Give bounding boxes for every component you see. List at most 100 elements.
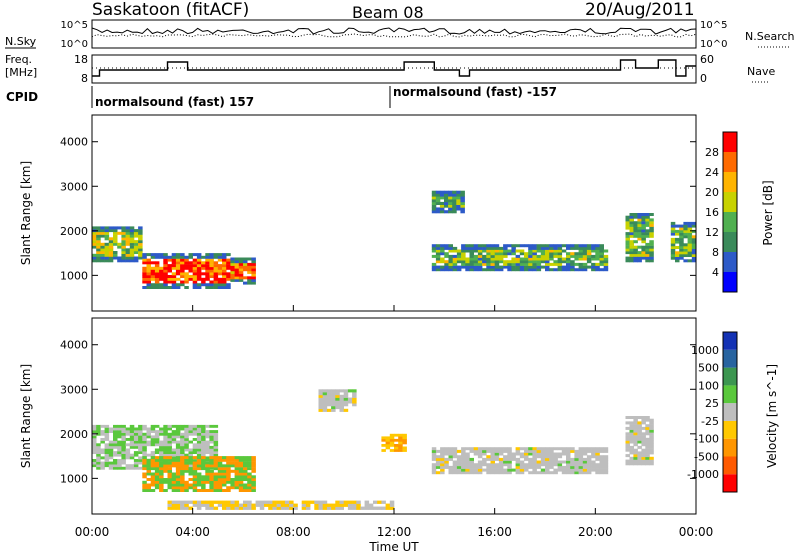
heatmap-cell: [205, 480, 210, 484]
heatmap-cell: [133, 256, 139, 260]
heatmap-cell: [159, 461, 164, 465]
heatmap-cell: [482, 257, 487, 261]
heatmap-cell: [377, 506, 382, 510]
heatmap-cell: [595, 455, 600, 459]
y-tick-label: 1000: [60, 472, 88, 485]
heatmap-cell: [578, 254, 584, 258]
heatmap-cell: [599, 249, 604, 253]
heatmap-cell: [486, 455, 491, 459]
heatmap-cell: [180, 266, 185, 270]
heatmap-cell: [431, 204, 437, 208]
heatmap-cell: [460, 210, 465, 214]
heatmap-cell: [553, 452, 558, 456]
heatmap-cell: [465, 246, 470, 250]
heatmap-cell: [633, 229, 638, 233]
heatmap-cell: [209, 483, 214, 487]
heatmap-cell: [591, 449, 596, 453]
heatmap-cell: [394, 433, 399, 437]
heatmap-cell: [108, 229, 114, 233]
heatmap-cell: [566, 265, 571, 269]
heatmap-cell: [540, 254, 546, 258]
heatmap-cell: [586, 254, 592, 258]
heatmap-cell: [251, 461, 256, 465]
heatmap-cell: [540, 457, 546, 461]
heatmap-cell: [582, 457, 588, 461]
heatmap-cell: [251, 478, 256, 481]
heatmap-cell: [511, 468, 516, 472]
heatmap-cell: [180, 432, 185, 436]
heatmap-cell: [649, 229, 654, 233]
heatmap-cell: [687, 235, 693, 239]
heatmap-cell: [100, 229, 105, 233]
y-tick-label: 4000: [60, 136, 88, 149]
heatmap-cell: [146, 277, 151, 281]
heatmap-cell: [595, 254, 600, 258]
colorbar-tick-label: 28: [705, 146, 719, 159]
heatmap-cell: [192, 464, 198, 468]
heatmap-cell: [633, 456, 638, 460]
heatmap-cell: [180, 500, 185, 504]
heatmap-cell: [188, 506, 193, 510]
heatmap-cell: [553, 447, 558, 451]
heatmap-cell: [96, 237, 101, 241]
heatmap-cell: [553, 246, 558, 250]
heatmap-cell: [247, 257, 252, 261]
heatmap-cell: [230, 278, 235, 282]
heatmap-cell: [180, 264, 185, 268]
heatmap-cell: [578, 468, 584, 472]
heatmap-cell: [578, 457, 584, 461]
heatmap-cell: [167, 500, 172, 504]
heatmap-cell: [150, 435, 156, 439]
heatmap-cell: [645, 418, 650, 422]
heatmap-cell: [381, 436, 386, 440]
heatmap-cell: [683, 232, 688, 236]
heatmap-cell: [150, 480, 156, 484]
heatmap-cell: [440, 249, 445, 253]
heatmap-cell: [490, 252, 495, 256]
heatmap-cell: [553, 260, 558, 264]
heatmap-cell: [335, 500, 340, 504]
heatmap-cell: [243, 458, 248, 462]
heatmap-cell: [159, 451, 164, 454]
heatmap-cell: [498, 471, 504, 475]
heatmap-cell: [180, 427, 185, 431]
heatmap-cell: [243, 456, 248, 460]
heatmap-cell: [222, 464, 227, 468]
heatmap-cell: [196, 255, 202, 259]
heatmap-cell: [234, 265, 240, 269]
heatmap-cell: [205, 269, 210, 273]
heatmap-cell: [150, 458, 156, 462]
heatmap-cell: [490, 471, 495, 475]
heatmap-cell: [637, 432, 642, 436]
heatmap-cell: [582, 246, 588, 250]
heatmap-cell: [649, 223, 654, 227]
heatmap-cell: [444, 193, 449, 197]
heatmap-cell: [184, 469, 189, 473]
heatmap-cell: [188, 275, 193, 278]
heatmap-cell: [431, 190, 437, 194]
heatmap-cell: [213, 261, 219, 265]
heatmap-cell: [184, 506, 189, 510]
heatmap-cell: [532, 471, 537, 475]
heatmap-cell: [385, 438, 391, 442]
heatmap-cell: [519, 262, 525, 266]
heatmap-cell: [557, 249, 563, 253]
heatmap-cell: [461, 246, 466, 250]
heatmap-cell: [163, 432, 168, 436]
nave-label: Nave: [747, 65, 775, 78]
heatmap-cell: [201, 443, 206, 447]
heatmap-cell: [574, 460, 579, 464]
heatmap-cell: [566, 460, 571, 464]
heatmap-cell: [549, 455, 554, 459]
heatmap-cell: [566, 449, 571, 453]
heatmap-cell: [201, 283, 206, 287]
heatmap-cell: [167, 438, 172, 441]
heatmap-cell: [243, 467, 248, 471]
heatmap-cell: [213, 486, 219, 490]
heatmap-cell: [356, 503, 361, 507]
heatmap-cell: [490, 463, 495, 467]
heatmap-cell: [234, 483, 240, 487]
heatmap-cell: [238, 260, 244, 264]
heatmap-cell: [456, 460, 462, 464]
heatmap-cell: [180, 458, 185, 462]
